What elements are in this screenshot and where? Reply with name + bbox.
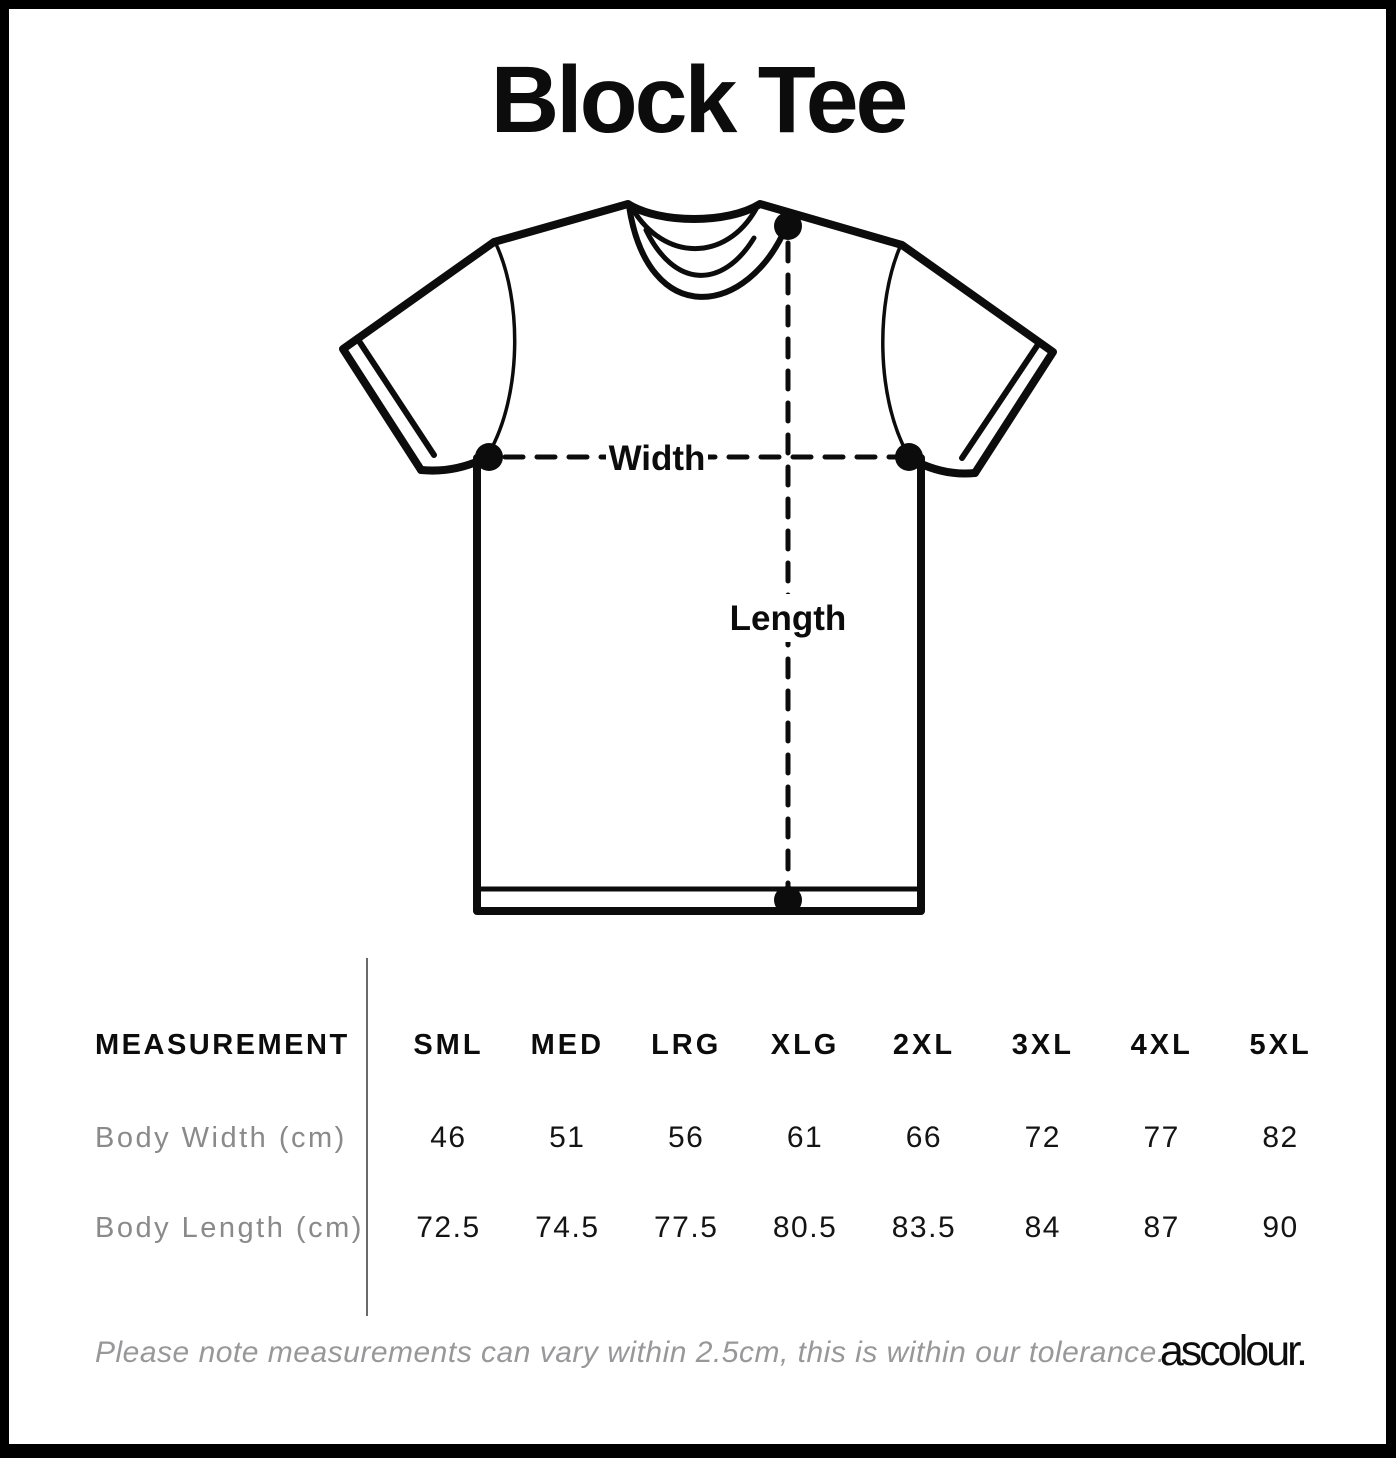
table-divider [366, 958, 368, 1316]
size-header-xlg: XLG [770, 1028, 840, 1061]
measure-point-dots [475, 212, 923, 914]
shoulder-point-dot [774, 212, 802, 240]
body-length-sml: 72.5 [416, 1211, 481, 1244]
body-length-3xl: 84 [1024, 1211, 1061, 1244]
right-underarm-dot [895, 443, 923, 471]
body-width-lrg: 56 [668, 1121, 705, 1154]
body-length-4xl: 87 [1143, 1211, 1180, 1244]
body-length-lrg: 77.5 [653, 1211, 719, 1244]
collar-band [626, 203, 790, 300]
body-length-med: 74.5 [535, 1211, 600, 1244]
body-width-sml: 46 [430, 1121, 467, 1154]
measurement-header: MEASUREMENT [95, 1028, 350, 1061]
tee-diagram: Width Length [339, 200, 1057, 915]
body-width-5xl: 82 [1262, 1121, 1299, 1154]
armhole-seams [487, 242, 909, 455]
brand-logo: ascolour. [1159, 1327, 1308, 1375]
body-width-med: 51 [549, 1121, 586, 1154]
page-title: Block Tee [490, 47, 909, 153]
body-width-xlg: 61 [786, 1121, 824, 1154]
table-row-body-width: Body Width (cm) 46 51 56 61 66 72 77 82 [60, 1108, 1340, 1168]
body-width-2xl: 66 [905, 1121, 943, 1154]
hem-point-dot [774, 886, 802, 914]
size-header-2xl: 2XL [892, 1028, 956, 1061]
tolerance-note: Please note measurements can vary within… [95, 1336, 1166, 1369]
size-header-5xl: 5XL [1249, 1028, 1312, 1061]
body-length-5xl: 90 [1262, 1211, 1299, 1244]
size-header-lrg: LRG [651, 1028, 722, 1061]
body-length-2xl: 83.5 [891, 1211, 957, 1244]
tee-outline [339, 200, 1057, 915]
width-label: Width [609, 439, 706, 478]
size-header-3xl: 3XL [1011, 1028, 1074, 1061]
size-header-sml: SML [413, 1028, 484, 1061]
body-width-3xl: 72 [1024, 1121, 1061, 1154]
row-label-body-length: Body Length (cm) [95, 1211, 364, 1244]
length-label-bg [716, 594, 860, 642]
size-header-4xl: 4XL [1130, 1028, 1193, 1061]
width-label-bg [606, 435, 708, 479]
row-label-body-width: Body Width (cm) [95, 1121, 347, 1154]
sleeve-cuff-lines [354, 335, 1042, 461]
left-underarm-dot [475, 443, 503, 471]
table-row-body-length: Body Length (cm) 72.5 74.5 77.5 80.5 83.… [60, 1198, 1340, 1258]
body-width-4xl: 77 [1143, 1121, 1180, 1154]
size-header-med: MED [530, 1028, 605, 1061]
length-label: Length [730, 599, 847, 638]
table-header-row: MEASUREMENT SML MED LRG XLG 2XL 3XL 4XL … [60, 1015, 1340, 1075]
body-length-xlg: 80.5 [772, 1211, 838, 1244]
